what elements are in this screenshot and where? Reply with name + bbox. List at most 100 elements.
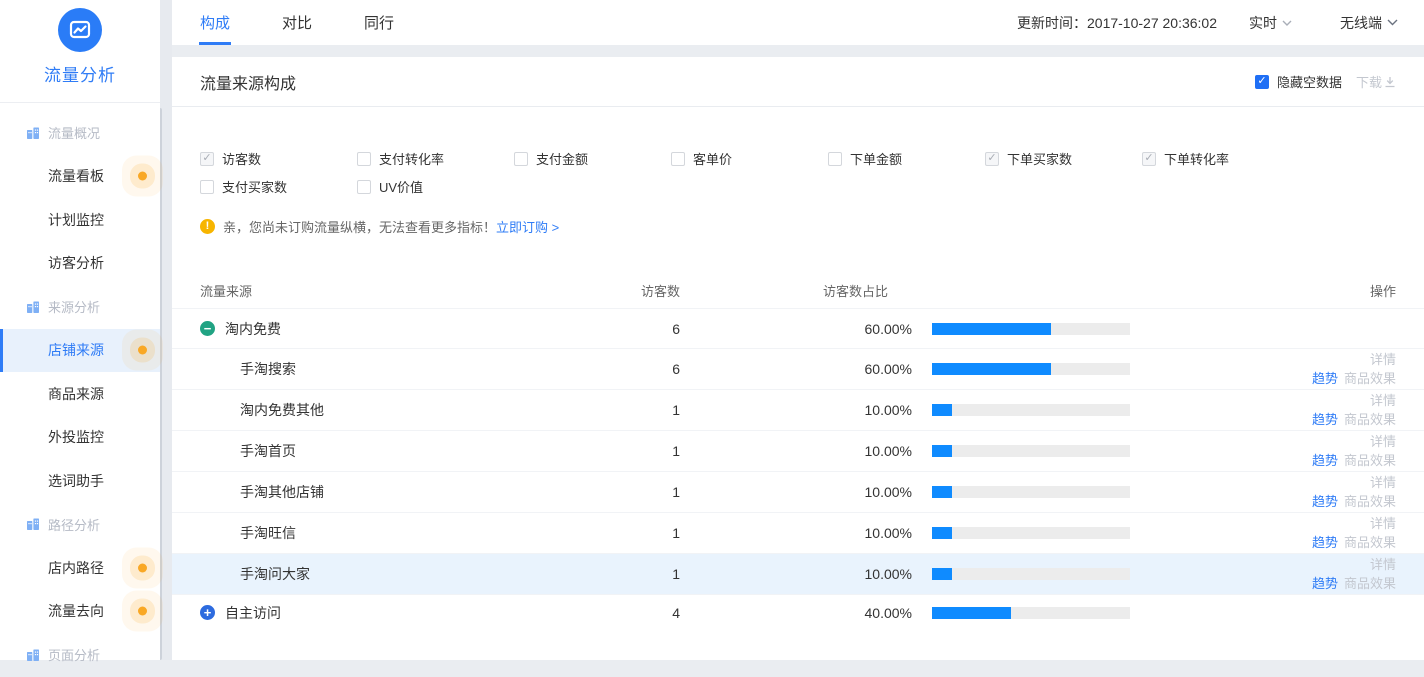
actions-line-2: 趋势 商品效果 — [1130, 492, 1396, 511]
checkbox-order-amount[interactable] — [828, 151, 842, 166]
product-effect-link[interactable]: 商品效果 — [1343, 412, 1396, 427]
table-row-taonei-free-other[interactable]: 淘内免费其他 1 10.00% 详情 趋势 商品效果 — [172, 389, 1424, 430]
sidebar-group-path-analysis: 路径分析 — [0, 503, 160, 547]
sidebar-item-product-source[interactable]: 商品来源 — [0, 372, 160, 416]
actions-line-2: 趋势 商品效果 — [1130, 574, 1396, 593]
table-row-self-visit[interactable]: + 自主访问 4 40.00% — [172, 594, 1424, 630]
sidebar-item-shop-source[interactable]: 店铺来源 — [0, 328, 160, 372]
trend-link[interactable]: 趋势 — [1311, 535, 1338, 550]
trend-link[interactable]: 趋势 — [1311, 576, 1338, 591]
table-row-shoutao-other-shop[interactable]: 手淘其他店铺 1 10.00% 详情 趋势 商品效果 — [172, 471, 1424, 512]
product-effect-link[interactable]: 商品效果 — [1343, 576, 1396, 591]
detail-link[interactable]: 详情 — [1369, 434, 1396, 449]
sidebar-item-label: 选词助手 — [48, 472, 104, 489]
hide-empty-checkbox[interactable]: ✓ — [1254, 74, 1269, 89]
sidebar-item-word-helper[interactable]: 选词助手 — [0, 459, 160, 503]
sidebar-item-plan-monitor[interactable]: 计划监控 — [0, 198, 160, 242]
ratio-bar-fill — [932, 363, 1051, 375]
tab-composition[interactable]: 构成 — [198, 0, 232, 45]
expand-icon[interactable]: + — [200, 605, 215, 620]
subscribe-link[interactable]: 立即订购 > — [496, 219, 560, 235]
realtime-dropdown[interactable]: 实时 — [1249, 13, 1292, 33]
ratio-bar-fill — [932, 445, 952, 457]
metric-option-uv-value[interactable]: UV价值 — [357, 173, 514, 200]
metric-option-order-conversion[interactable]: ✓ 下单转化率 — [1142, 145, 1299, 172]
checkbox-pay-amount[interactable] — [514, 151, 528, 166]
metric-option-pay-amount[interactable]: 支付金额 — [514, 145, 671, 172]
traffic-source-panel: 流量来源构成 ✓ 隐藏空数据 下载 ✓ 访客数 支付转化率 支付金额 客单价 下单金额 ✓ 下… — [172, 57, 1424, 660]
ratio-value: 60.00% — [864, 361, 912, 377]
chevron-down-icon — [1282, 20, 1292, 26]
source-name: 手淘问大家 — [240, 566, 310, 582]
detail-link[interactable]: 详情 — [1369, 475, 1396, 490]
checkbox-avg-order-value[interactable] — [671, 151, 685, 166]
ratio-cell: 10.00% — [680, 525, 1130, 541]
table-row-shoutao-wangxin[interactable]: 手淘旺信 1 10.00% 详情 趋势 商品效果 — [172, 512, 1424, 553]
table-row-shoutao-home[interactable]: 手淘首页 1 10.00% 详情 趋势 商品效果 — [172, 430, 1424, 471]
metric-option-avg-order-value[interactable]: 客单价 — [671, 145, 828, 172]
table-row-taonei-free[interactable]: − 淘内免费 6 60.00% — [172, 308, 1424, 348]
download-button[interactable]: 下载 — [1356, 72, 1396, 91]
actions-cell: 详情趋势 商品效果 — [1130, 555, 1396, 593]
main-area: 构成 对比 同行 更新时间：2017-10-27 20:36:02 实时 无线端 流… — [172, 0, 1424, 660]
ratio-cell: 40.00% — [680, 605, 1130, 621]
visitors-value: 1 — [672, 566, 680, 582]
checkbox-pay-conversion[interactable] — [357, 151, 371, 166]
trend-link[interactable]: 趋势 — [1311, 412, 1338, 427]
trend-link[interactable]: 趋势 — [1311, 371, 1338, 386]
detail-link[interactable]: 详情 — [1369, 516, 1396, 531]
tab-compare[interactable]: 对比 — [282, 15, 313, 32]
sidebar-item-in-shop-path[interactable]: 店内路径 — [0, 546, 160, 590]
trend-link[interactable]: 趋势 — [1311, 494, 1338, 509]
building-icon — [27, 649, 39, 661]
table-row-shoutao-wenda[interactable]: 手淘问大家 1 10.00% 详情 趋势 商品效果 — [172, 553, 1424, 594]
sidebar-item-traffic-board[interactable]: 流量看板 — [0, 155, 160, 199]
sidebar-item-label: 店铺来源 — [48, 342, 104, 359]
metric-label: 下单金额 — [850, 152, 903, 167]
metric-label: 客单价 — [693, 152, 733, 167]
product-effect-link[interactable]: 商品效果 — [1343, 453, 1396, 468]
metric-option-pay-buyers[interactable]: 支付买家数 — [200, 173, 357, 200]
sidebar-item-external-monitor[interactable]: 外投监控 — [0, 416, 160, 460]
panel-header: 流量来源构成 ✓ 隐藏空数据 下载 — [172, 57, 1424, 107]
notification-badge — [138, 606, 147, 616]
product-effect-link[interactable]: 商品效果 — [1343, 371, 1396, 386]
sidebar-item-traffic-destination[interactable]: 流量去向 — [0, 590, 160, 634]
terminal-dropdown[interactable]: 无线端 — [1340, 13, 1398, 33]
checkbox-pay-buyers[interactable] — [200, 179, 214, 194]
metric-label: 下单转化率 — [1164, 152, 1230, 167]
collapse-icon[interactable]: − — [200, 321, 215, 336]
ratio-value: 40.00% — [864, 604, 912, 621]
metric-option-visitors[interactable]: ✓ 访客数 — [200, 145, 357, 172]
tab-peers[interactable]: 同行 — [364, 15, 395, 32]
product-effect-link[interactable]: 商品效果 — [1343, 535, 1396, 550]
sidebar-group-label: 路径分析 — [48, 517, 101, 533]
subscription-notice: ! 亲，您尚未订购流量纵横，无法查看更多指标！ 立即订购 > — [200, 216, 1396, 236]
detail-link[interactable]: 详情 — [1369, 393, 1396, 408]
product-effect-link[interactable]: 商品效果 — [1343, 494, 1396, 509]
table-row-shoutao-search[interactable]: 手淘搜索 6 60.00% 详情 趋势 商品效果 — [172, 348, 1424, 389]
source-name-cell: + 自主访问 — [200, 603, 620, 623]
column-header-ratio: 访客数占比 — [822, 283, 888, 299]
sidebar-item-label: 商品来源 — [48, 385, 104, 402]
detail-link[interactable]: 详情 — [1369, 557, 1396, 572]
checkbox-visitors[interactable]: ✓ — [200, 151, 214, 166]
metric-option-pay-conversion[interactable]: 支付转化率 — [357, 145, 514, 172]
sidebar-item-visitor-analysis[interactable]: 访客分析 — [0, 242, 160, 286]
sidebar-scrollbar[interactable] — [158, 108, 162, 660]
trend-link[interactable]: 趋势 — [1311, 453, 1338, 468]
checkbox-order-conversion[interactable]: ✓ — [1142, 151, 1156, 166]
detail-link[interactable]: 详情 — [1369, 352, 1396, 367]
metric-option-order-amount[interactable]: 下单金额 — [828, 145, 985, 172]
ratio-bar-fill — [932, 322, 1051, 335]
metric-option-order-buyers[interactable]: ✓ 下单买家数 — [985, 145, 1142, 172]
metric-label: 访客数 — [222, 152, 262, 167]
hide-empty-label[interactable]: 隐藏空数据 — [1276, 75, 1342, 90]
source-name-cell: 淘内免费其他 — [200, 400, 620, 420]
table-header: 流量来源 访客数 访客数占比 操作 — [172, 272, 1424, 308]
table-body: − 淘内免费 6 60.00% 手淘搜索 6 60.00% 详情 趋势 商品效果 淘内免费其他 1 10… — [172, 308, 1424, 630]
checkbox-order-buyers[interactable]: ✓ — [985, 151, 999, 166]
visitors-value: 1 — [672, 443, 680, 459]
checkbox-uv-value[interactable] — [357, 179, 371, 194]
download-icon — [1385, 76, 1395, 87]
